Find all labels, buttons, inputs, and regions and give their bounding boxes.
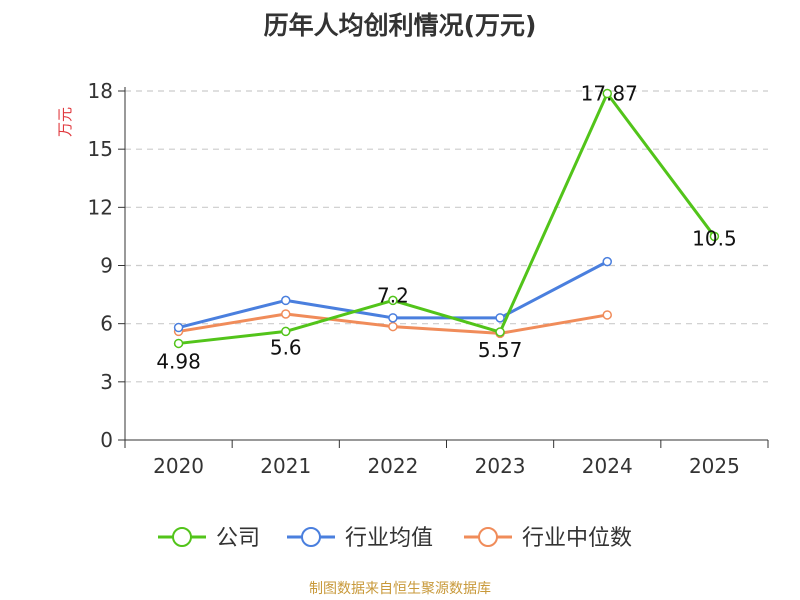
- legend[interactable]: 公司 行业均值 行业中位数: [158, 526, 632, 551]
- source-note: 制图数据来自恒生聚源数据库: [309, 581, 491, 597]
- data-label: 17.87: [581, 82, 638, 106]
- data-label: 10.5: [692, 226, 737, 250]
- y-tick-label: 18: [88, 79, 113, 103]
- x-tick-label: 2025: [689, 454, 740, 478]
- x-tick-label: 2023: [475, 454, 526, 478]
- legend-marker: [172, 527, 192, 547]
- x-tick-label: 2024: [582, 454, 633, 478]
- gridlines: [125, 90, 768, 383]
- data-point: [709, 231, 720, 242]
- data-point: [173, 322, 184, 333]
- series-1: [173, 88, 720, 349]
- y-tick-label: 9: [100, 254, 113, 278]
- legend-marker: [478, 527, 498, 547]
- data-point: [388, 295, 398, 306]
- data-label: 4.98: [156, 349, 201, 373]
- data-point: [602, 256, 612, 267]
- y-tick-label: 3: [100, 370, 113, 394]
- data-point: [495, 313, 505, 323]
- data-point: [281, 309, 291, 319]
- data-label: 7.2: [377, 283, 409, 307]
- series-line: [178, 92, 716, 345]
- axes: 0 3 6 9 12 15 18 2020 2021 2022 2023 2024 2025: [88, 79, 769, 478]
- x-tick-label: 2020: [153, 454, 204, 478]
- data-point: [281, 326, 291, 337]
- legend-label: 行业均值: [345, 526, 433, 551]
- legend-label: 行业中位数: [522, 526, 632, 551]
- y-tick-label: 6: [100, 312, 113, 336]
- y-tick-label: 12: [88, 195, 113, 219]
- data-point: [495, 327, 505, 337]
- data-point: [388, 321, 398, 332]
- y-axis-title: 万元: [56, 107, 74, 137]
- data-label: 5.57: [478, 338, 523, 362]
- legend-item[interactable]: 行业均值: [287, 526, 433, 551]
- data-point: [602, 88, 612, 99]
- y-tick-label: 15: [88, 137, 113, 161]
- data-label: 5.6: [270, 335, 302, 359]
- data-labels: 4.98 5.6 7.2 5.57 17.87 10.5: [156, 82, 736, 374]
- data-point: [602, 310, 612, 320]
- data-point: [281, 295, 291, 306]
- legend-marker: [301, 527, 321, 547]
- data-point: [173, 338, 184, 349]
- series-lines: [173, 88, 720, 349]
- legend-label: 公司: [216, 526, 260, 551]
- y-tick-label: 0: [100, 428, 113, 452]
- series-2: [173, 256, 612, 333]
- legend-item[interactable]: 公司: [158, 526, 260, 551]
- legend-item[interactable]: 行业中位数: [464, 526, 632, 551]
- data-point: [388, 313, 398, 323]
- x-tick-label: 2022: [367, 454, 418, 478]
- chart-title: 历年人均创利情况(万元): [263, 11, 537, 40]
- x-tick-label: 2021: [260, 454, 311, 478]
